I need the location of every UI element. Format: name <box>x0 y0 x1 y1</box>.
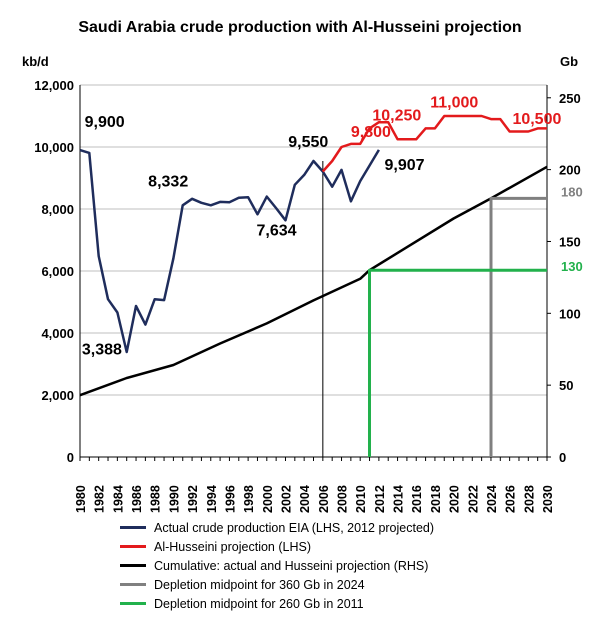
x-tick-label: 1996 <box>223 485 237 513</box>
left-tick-label: 0 <box>67 450 74 465</box>
series-line-5 <box>368 268 547 457</box>
right-axis-unit: Gb <box>560 54 578 69</box>
x-tick-label: 2008 <box>336 485 350 513</box>
series-line-2 <box>321 114 547 173</box>
data-label: 9,900 <box>85 114 125 131</box>
legend-item: Cumulative: actual and Husseini projecti… <box>120 556 434 575</box>
data-label: 8,332 <box>148 174 188 191</box>
legend-label: Cumulative: actual and Husseini projecti… <box>154 558 429 573</box>
x-tick-label: 2006 <box>317 485 331 513</box>
x-tick-label: 2016 <box>410 485 424 513</box>
left-tick-label: 10,000 <box>34 140 74 155</box>
x-tick-label: 2004 <box>298 485 312 513</box>
x-tick-label: 1988 <box>149 485 163 513</box>
x-tick-label: 1980 <box>74 485 88 513</box>
data-label: 3,388 <box>82 342 122 359</box>
x-tick-label: 2028 <box>522 485 536 513</box>
series-line-4 <box>489 196 547 457</box>
x-tick-label: 2024 <box>485 485 499 513</box>
legend-item: Depletion midpoint for 260 Gb in 2011 <box>120 594 434 613</box>
annotation-layer: 9,900 3,388 8,332 7,634 9,550 9,907 9,80010,25… <box>82 95 583 359</box>
legend-swatch <box>120 583 146 586</box>
legend-swatch <box>120 602 146 605</box>
left-tick-label: 12,000 <box>34 78 74 93</box>
x-tick-label: 1992 <box>186 485 200 513</box>
legend-swatch <box>120 545 146 548</box>
legend-label: Actual crude production EIA (LHS, 2012 p… <box>154 520 435 535</box>
left-tick-label: 8,000 <box>41 202 74 217</box>
x-tick-label: 2030 <box>541 485 555 513</box>
x-tick-label: 2010 <box>354 485 368 513</box>
legend-label: Depletion midpoint for 260 Gb in 2011 <box>154 596 364 611</box>
data-label: 10,500 <box>512 111 561 128</box>
x-tick-label: 1990 <box>167 485 181 513</box>
x-tick-label: 2012 <box>373 485 387 513</box>
x-tick-label: 1982 <box>93 485 107 513</box>
left-tick-label: 4,000 <box>41 326 74 341</box>
legend-item: Depletion midpoint for 360 Gb in 2024 <box>120 575 434 594</box>
series-layer <box>79 114 548 457</box>
legend-swatch <box>120 526 146 529</box>
legend-item: Actual crude production EIA (LHS, 2012 p… <box>120 518 434 537</box>
right-tick-label: 100 <box>559 306 581 321</box>
right-tick-label: 0 <box>559 450 566 465</box>
x-tick-label: 2000 <box>261 485 275 513</box>
right-tick-label: 250 <box>559 91 581 106</box>
data-label: 130 <box>561 259 583 274</box>
grid-layer <box>80 84 547 396</box>
x-tick-label: 1998 <box>242 485 256 513</box>
x-tick-label: 2002 <box>279 485 293 513</box>
chart-title: Saudi Arabia crude production with Al-Hu… <box>78 19 521 36</box>
axes-layer: 0 2,000 4,000 6,000 8,000 10,000 12,000 0 50 100 1… <box>34 78 580 513</box>
x-tick-label: 1984 <box>111 485 125 513</box>
series-line-1 <box>79 148 380 354</box>
data-label: 9,800 <box>351 124 391 141</box>
x-tick-label: 2020 <box>448 485 462 513</box>
data-label: 9,550 <box>288 134 328 151</box>
data-label: 9,907 <box>384 157 424 174</box>
x-tick-label: 2022 <box>466 485 480 513</box>
right-tick-label: 200 <box>559 163 581 178</box>
data-label: 11,000 <box>430 95 478 112</box>
series-line-3 <box>79 165 548 397</box>
x-tick-label: 1994 <box>205 485 219 513</box>
data-label: 10,250 <box>372 108 421 125</box>
x-tick-label: 2018 <box>429 485 443 513</box>
legend-label: Al-Husseini projection (LHS) <box>154 539 312 554</box>
legend-item: Al-Husseini projection (LHS) <box>120 537 434 556</box>
legend-swatch <box>120 564 146 567</box>
x-tick-label: 2026 <box>504 485 518 513</box>
legend: Actual crude production EIA (LHS, 2012 p… <box>120 518 434 613</box>
left-tick-label: 6,000 <box>41 264 74 279</box>
left-tick-label: 2,000 <box>41 388 74 403</box>
data-label: 7,634 <box>257 222 297 239</box>
x-tick-label: 1986 <box>130 485 144 513</box>
left-axis-unit: kb/d <box>22 54 49 69</box>
x-tick-label: 2014 <box>392 485 406 513</box>
data-label: 180 <box>561 185 583 200</box>
legend-label: Depletion midpoint for 360 Gb in 2024 <box>154 577 365 592</box>
right-tick-label: 50 <box>559 378 573 393</box>
right-tick-label: 150 <box>559 234 581 249</box>
